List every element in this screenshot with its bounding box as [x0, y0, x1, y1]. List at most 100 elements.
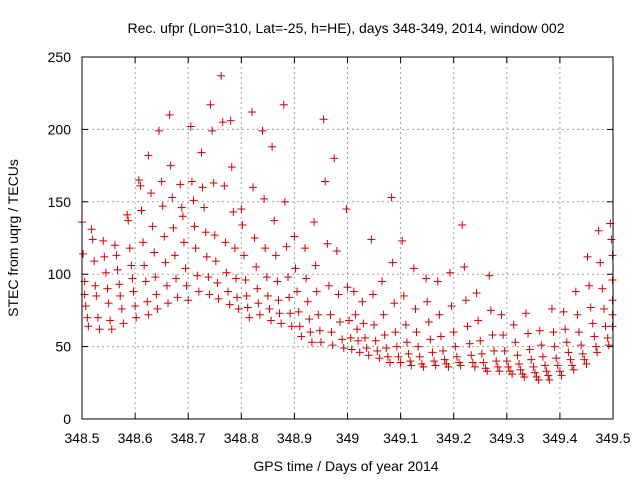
data-point	[575, 328, 584, 337]
data-point	[559, 307, 568, 316]
data-point	[415, 352, 424, 361]
data-point	[458, 220, 467, 229]
data-point	[107, 325, 116, 334]
data-point	[295, 322, 304, 331]
data-point	[197, 148, 206, 157]
data-point	[306, 328, 315, 337]
data-point	[136, 181, 145, 190]
data-point	[153, 304, 162, 313]
data-point	[513, 351, 522, 360]
data-point	[477, 349, 486, 358]
data-point	[152, 290, 161, 299]
data-point	[200, 203, 209, 212]
data-point	[562, 338, 571, 347]
data-point	[371, 336, 380, 345]
data-point	[394, 352, 403, 361]
data-point	[594, 226, 603, 235]
data-point	[504, 362, 513, 371]
data-point	[110, 241, 119, 250]
data-point	[210, 231, 219, 240]
data-point	[355, 348, 364, 357]
data-point	[423, 297, 432, 306]
data-point	[603, 333, 612, 342]
data-point	[101, 268, 110, 277]
data-point	[237, 205, 246, 214]
data-point	[209, 178, 218, 187]
data-point	[573, 310, 582, 319]
y-tick-label: 200	[48, 121, 72, 137]
data-point	[330, 154, 339, 163]
data-point	[447, 302, 456, 311]
data-point	[411, 304, 420, 313]
data-point	[303, 297, 312, 306]
data-point	[419, 362, 428, 371]
data-point	[291, 264, 300, 273]
data-point	[162, 281, 171, 290]
data-point	[238, 220, 247, 229]
data-point	[178, 212, 187, 221]
data-point	[319, 115, 328, 124]
data-point	[599, 304, 608, 313]
data-point	[431, 361, 440, 370]
data-point	[88, 235, 97, 244]
data-point	[608, 322, 617, 331]
data-point	[493, 362, 502, 371]
data-point	[353, 325, 362, 334]
data-point	[338, 335, 347, 344]
data-point	[117, 304, 126, 313]
data-point	[368, 290, 377, 299]
data-point	[293, 287, 302, 296]
data-point	[297, 332, 306, 341]
data-point	[263, 291, 272, 300]
data-point	[359, 319, 368, 328]
data-point	[428, 348, 437, 357]
data-point	[132, 313, 141, 322]
data-point	[593, 348, 602, 357]
data-point	[262, 273, 271, 282]
data-point	[191, 244, 200, 253]
data-point	[373, 346, 382, 355]
y-tick-label: 150	[48, 194, 72, 210]
data-point	[81, 302, 90, 311]
data-point	[467, 351, 476, 360]
data-point	[502, 357, 511, 366]
data-point	[250, 234, 259, 242]
data-point	[273, 277, 282, 286]
data-point	[472, 289, 481, 298]
data-point	[224, 287, 233, 296]
data-point	[321, 177, 330, 186]
data-point	[362, 344, 371, 353]
data-point	[307, 338, 316, 347]
data-point	[194, 287, 203, 296]
data-point	[577, 341, 586, 350]
data-point	[171, 274, 180, 283]
data-point	[470, 362, 479, 371]
data-point	[608, 310, 617, 319]
y-tick-label: 0	[63, 411, 71, 427]
data-point	[233, 293, 242, 302]
data-point	[343, 283, 352, 292]
data-point	[271, 251, 280, 260]
data-point	[239, 251, 248, 260]
data-point	[91, 281, 100, 290]
data-point	[545, 375, 554, 384]
data-point	[541, 361, 550, 370]
data-point	[598, 284, 607, 293]
data-point	[463, 322, 472, 331]
data-point	[275, 309, 284, 318]
data-point	[150, 248, 159, 257]
data-point	[515, 359, 524, 368]
x-tick-label: 349.5	[595, 430, 630, 446]
data-point	[258, 126, 267, 135]
data-point	[351, 310, 360, 319]
data-point	[604, 341, 613, 350]
data-point	[227, 163, 236, 172]
data-point	[131, 302, 140, 311]
data-point	[452, 352, 461, 361]
data-point	[367, 235, 376, 244]
data-point	[499, 331, 508, 340]
data-point	[364, 351, 373, 360]
data-point	[245, 313, 254, 322]
data-point	[535, 326, 544, 335]
data-point	[426, 335, 435, 344]
